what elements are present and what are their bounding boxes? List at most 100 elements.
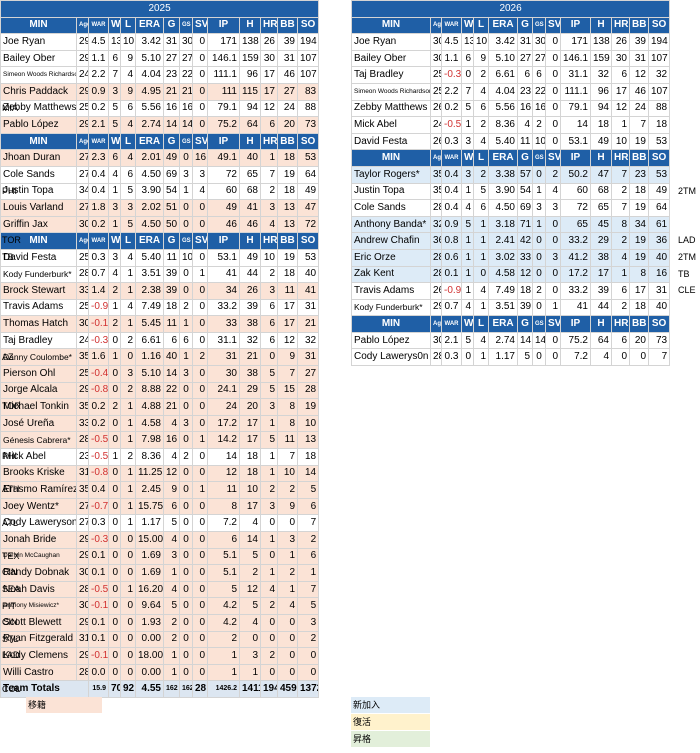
- cell-gs: 21: [179, 82, 193, 101]
- cell-era: 4.04: [135, 66, 164, 84]
- cell-l: 1: [473, 298, 489, 317]
- cell-gs: 0: [179, 564, 193, 582]
- cell-era: 2.74: [135, 116, 164, 134]
- cell-bb: 18: [277, 149, 298, 167]
- cell-bb: 19: [629, 199, 649, 217]
- header-bb: BB: [277, 16, 298, 35]
- cell-bb: 39: [629, 33, 649, 51]
- cell-w: 0: [108, 663, 121, 682]
- cell-hr: 12: [260, 99, 278, 118]
- team-label: ATL: [2, 517, 18, 528]
- cell-era: 4.50: [135, 165, 164, 184]
- cell-sv: 0: [192, 613, 208, 632]
- cell-h: 4: [239, 514, 261, 532]
- cell-bb: 15: [277, 381, 298, 400]
- cell-h: 41: [239, 199, 261, 217]
- cell-sv: 0: [192, 464, 208, 483]
- cell-w: 0: [108, 613, 121, 632]
- column-header-row: MINAgeWARWLERAGGSSVIPHHRBBSO: [0, 132, 320, 151]
- cell-hr: 5: [260, 381, 278, 400]
- cell-war: 2.1: [441, 331, 462, 350]
- cell-l: 1: [120, 497, 136, 516]
- cell-h: 17: [239, 431, 261, 450]
- cell-w: 2: [108, 282, 121, 300]
- cell-war: -0.3: [441, 66, 462, 84]
- cell-war: 1.1: [441, 49, 462, 68]
- cell-bb: 11: [277, 431, 298, 450]
- cell-l: 10: [120, 33, 136, 51]
- legend-moved-label: 移籍: [28, 700, 47, 710]
- cell-h: 39: [239, 298, 261, 317]
- cell-hr: 2: [260, 597, 278, 615]
- cell-l: 5: [120, 215, 136, 234]
- cell-war: 0.9: [441, 215, 462, 234]
- cell-h: 159: [590, 49, 612, 68]
- cell-age: 35: [76, 348, 89, 367]
- cell-era: 2.38: [135, 282, 164, 300]
- cell-l: 0: [473, 265, 489, 284]
- cell-era: 15.00: [135, 531, 164, 549]
- cell-hr: 1: [611, 265, 630, 284]
- cell-h: 12: [239, 580, 261, 599]
- cell-ip: 1: [207, 663, 240, 682]
- cell-name: Cole Sands: [0, 165, 77, 184]
- cell-h: 1: [239, 663, 261, 682]
- cell-gs: 0: [532, 298, 546, 317]
- cell-hr: 6: [260, 298, 278, 317]
- cell-sv: 0: [545, 348, 561, 367]
- cell-name: Thomas Hatch: [0, 315, 77, 333]
- cell-hr: 3: [260, 199, 278, 217]
- cell-name: José Ureña: [0, 414, 77, 433]
- cell-ip: 146.1: [560, 49, 591, 68]
- cell-era: 16.20: [135, 580, 164, 599]
- cell-bb: 0: [277, 663, 298, 682]
- column-header-row: MINAgeWARWLERAGGSSVIPHHRBBSO: [351, 16, 671, 35]
- cell-l: 0: [120, 348, 136, 367]
- cell-ip: 11: [207, 481, 240, 499]
- cell-l: 9: [120, 49, 136, 68]
- cell-sv: 1: [192, 265, 208, 284]
- cell-era: 3.38: [488, 165, 518, 184]
- cell-so: 0: [296, 647, 320, 665]
- year-title: 2026: [350, 0, 671, 18]
- cell-so: 3: [296, 613, 320, 632]
- cell-name: Zebby Matthews: [351, 99, 431, 118]
- cell-age: 30: [430, 33, 442, 51]
- cell-bb: 0: [277, 613, 298, 632]
- cell-age: 26: [430, 99, 442, 118]
- cell-gs: 16: [532, 99, 546, 118]
- cell-name: Kody Funderburk*: [351, 298, 431, 317]
- cell-name: Justin Topa: [351, 182, 431, 201]
- cell-so: 6: [296, 497, 320, 516]
- cell-bb: 46: [277, 66, 298, 84]
- header-era: ERA: [135, 16, 164, 35]
- cell-age: 28: [430, 199, 442, 217]
- cell-so: 14: [296, 464, 320, 483]
- cell-sv: 0: [192, 66, 208, 84]
- cell-sv: 0: [192, 315, 208, 333]
- cell-gs: 1: [179, 182, 193, 201]
- cell-w: 4: [108, 165, 121, 184]
- cell-bb: 23: [629, 165, 649, 184]
- cell-so: 2: [296, 531, 320, 549]
- cell-l: 2: [120, 448, 136, 466]
- cell-age: 25: [76, 248, 89, 267]
- cell-bb: 18: [629, 298, 649, 317]
- cell-sv: 1: [192, 431, 208, 450]
- cell-age: 29: [76, 547, 89, 566]
- cell-w: 1: [461, 265, 474, 284]
- cell-war: -0.3: [88, 531, 109, 549]
- column-header-row: MINAgeWARWLERAGGSSVIPHHRBBSO: [351, 315, 671, 333]
- cell-gs: 1: [179, 348, 193, 367]
- cell-so: 40: [647, 298, 671, 317]
- cell-era: 2.02: [135, 199, 164, 217]
- cell-sv: 2: [192, 348, 208, 367]
- cell-l: 4: [120, 66, 136, 84]
- cell-war: -0.7: [88, 497, 109, 516]
